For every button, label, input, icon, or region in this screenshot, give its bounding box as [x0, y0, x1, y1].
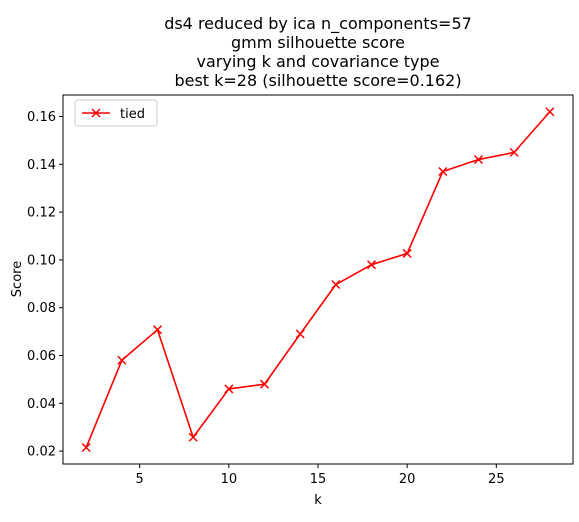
x-tick-label: 25	[488, 472, 505, 487]
y-tick-label: 0.08	[27, 301, 56, 316]
x-axis-label: k	[314, 493, 322, 508]
y-axis-label: Score	[10, 261, 25, 297]
data-point-marker	[509, 147, 519, 157]
data-point-marker	[259, 379, 270, 389]
x-axis-ticks: 5 10 15 20 25	[136, 464, 505, 487]
chart-title-line-4: best k=28 (silhouette score=0.162)	[174, 71, 461, 90]
data-point-marker	[545, 107, 555, 117]
data-point-marker	[224, 384, 234, 394]
y-tick-label: 0.10	[27, 253, 56, 268]
data-point-marker	[152, 325, 163, 335]
series-line-tied	[85, 111, 551, 448]
legend-label-tied: tied	[120, 107, 145, 122]
data-point-marker	[81, 442, 91, 453]
chart-title-line-3: varying k and covariance type	[197, 52, 440, 71]
data-point-marker	[473, 154, 484, 165]
data-point-marker	[188, 432, 198, 442]
y-axis-ticks: 0.02 0.04 0.06 0.08 0.10 0.12 0.14 0.16	[27, 110, 63, 460]
y-tick-label: 0.06	[27, 349, 56, 364]
legend-marker-tied	[91, 108, 101, 118]
data-point-marker	[295, 329, 305, 339]
series-layer	[81, 107, 555, 453]
data-point-marker	[117, 355, 127, 365]
x-tick-label: 20	[399, 472, 416, 487]
data-point-marker	[331, 279, 341, 290]
y-tick-label: 0.02	[27, 445, 56, 460]
x-tick-label: 5	[136, 472, 144, 487]
chart-title-line-1: ds4 reduced by ica n_components=57	[164, 14, 472, 34]
x-tick-label: 10	[221, 472, 238, 487]
legend: tied	[74, 99, 158, 127]
y-tick-label: 0.14	[27, 158, 56, 173]
plot-frame	[62, 94, 574, 465]
x-tick-label: 15	[310, 472, 327, 487]
data-point-marker	[366, 260, 377, 270]
y-tick-label: 0.16	[27, 110, 56, 125]
legend-box	[74, 99, 158, 127]
y-tick-label: 0.04	[27, 397, 56, 412]
data-point-marker	[438, 166, 448, 177]
y-tick-label: 0.12	[27, 206, 56, 221]
data-point-marker	[402, 248, 412, 258]
chart-title-line-2: gmm silhouette score	[231, 33, 405, 52]
